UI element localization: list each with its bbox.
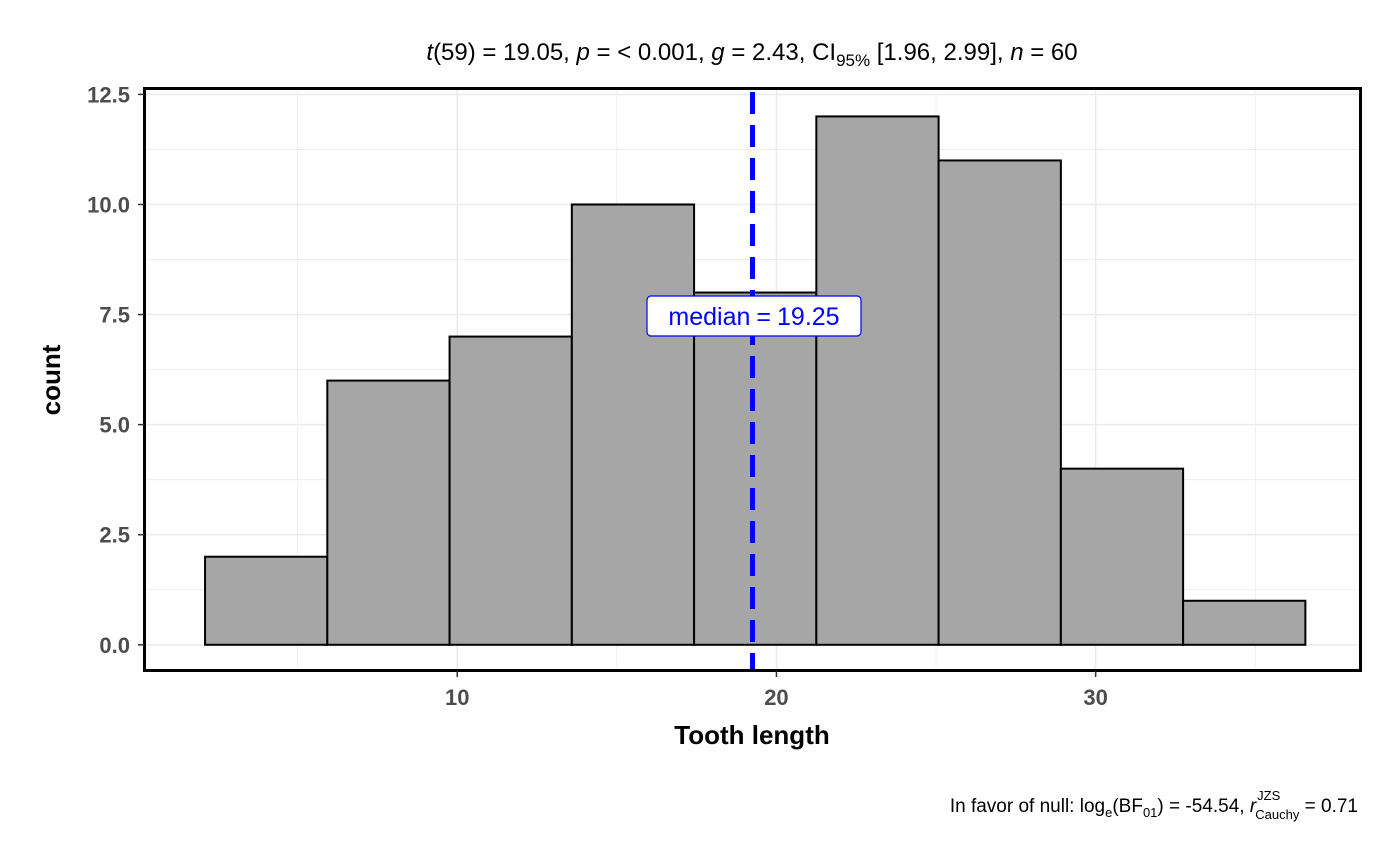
median-word: median (668, 303, 750, 331)
caption-r-value: = 0.71 (1299, 796, 1358, 817)
subtitle-t-value: = 19.05, (476, 39, 577, 66)
histogram-bar (1182, 599, 1307, 646)
median-label: median = 19.25 (646, 295, 862, 337)
histogram-bar (693, 291, 818, 646)
y-tick-label: 5.0 (99, 413, 130, 438)
subtitle-ci-value: [1.96, 2.99], (870, 39, 1010, 66)
x-axis-ticks: 10 20 30 (445, 671, 1108, 710)
caption-bf-value: ) = -54.54, (1157, 796, 1249, 817)
caption-log-sub: e (1105, 805, 1112, 820)
chart-caption: In favor of null: loge(BF01) = -54.54, r… (950, 788, 1358, 822)
y-axis-title: count (36, 344, 66, 415)
y-tick-label: 12.5 (87, 82, 130, 107)
subtitle-g: g (711, 39, 725, 66)
y-tick-label: 2.5 (99, 523, 130, 548)
subtitle-p: p (576, 39, 590, 66)
caption-bf-sub: 01 (1143, 805, 1157, 820)
histogram-bar (937, 159, 1062, 646)
median-eq: = (756, 303, 771, 331)
x-tick-label: 30 (1083, 685, 1107, 710)
panel-border (143, 87, 1362, 672)
y-tick-label: 0.0 (99, 633, 130, 658)
chart-subtitle: t(59) = 19.05, p = < 0.001, g = 2.43, CI… (426, 39, 1077, 70)
subtitle-df: (59) (433, 39, 476, 66)
subtitle-t: t (426, 39, 434, 66)
histogram-bar (570, 203, 696, 646)
x-tick-label: 10 (445, 685, 469, 710)
caption-r: r (1250, 796, 1257, 817)
median-label-box (646, 295, 862, 337)
histogram-bars (204, 115, 1307, 646)
x-axis-title: Tooth length (674, 720, 829, 750)
y-tick-label: 7.5 (99, 303, 130, 328)
histogram-bar (204, 555, 329, 646)
y-tick-label: 10.0 (87, 192, 130, 217)
subtitle-n: n (1010, 39, 1023, 66)
x-tick-label: 20 (764, 685, 788, 710)
histogram-bar (1059, 467, 1185, 646)
subtitle-ci-sub: 95% (836, 51, 870, 70)
caption-bf-open: (BF (1112, 796, 1143, 817)
subtitle-ci: CI (812, 39, 836, 66)
caption-prefix: In favor of null: log (950, 796, 1105, 817)
subtitle-n-value: = 60 (1024, 39, 1078, 66)
y-axis-ticks: 0.0 2.5 5.0 7.5 10.0 12.5 (87, 82, 144, 658)
histogram-bar (815, 115, 940, 646)
subtitle-p-value: = < 0.001, (590, 39, 711, 66)
subtitle-g-value: = 2.43, (725, 39, 812, 66)
histogram-bar (326, 379, 451, 646)
caption-r-sup: JZS (1257, 788, 1280, 803)
caption-r-sub: Cauchy (1255, 807, 1300, 822)
histogram-bar (448, 335, 573, 646)
median-label-text: median = 19.25 (668, 303, 839, 331)
median-value: 19.25 (777, 303, 840, 331)
